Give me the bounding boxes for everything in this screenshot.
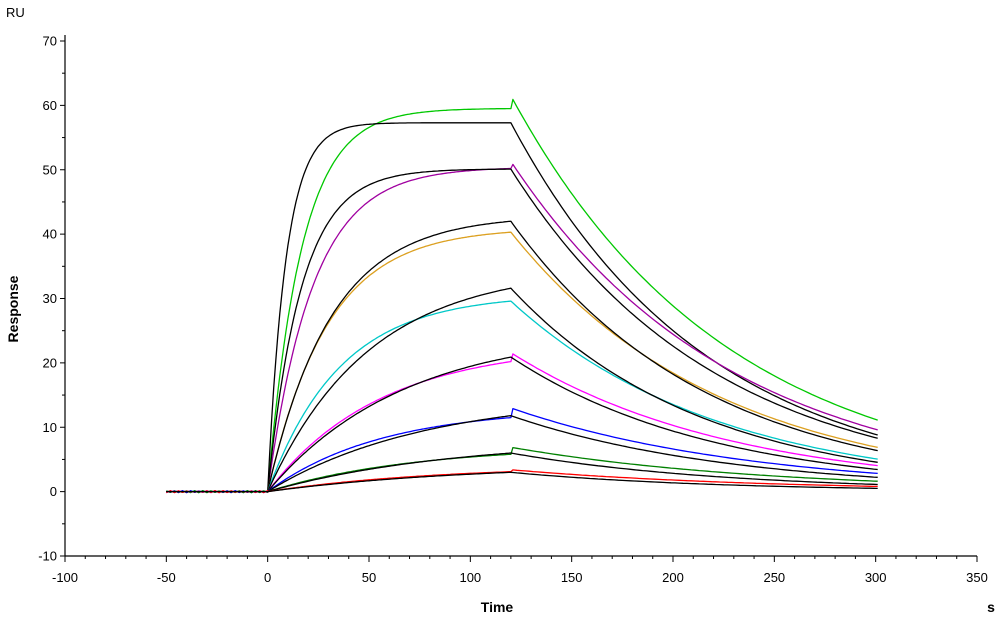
series-line-7 (166, 300, 878, 494)
y-tick-label: 60 (43, 98, 57, 113)
series-line-9 (166, 353, 878, 494)
x-axis-title: Time (481, 599, 514, 615)
y-tick-label: 50 (43, 162, 57, 177)
x-tick-label: 200 (662, 570, 684, 585)
series-line-12 (166, 415, 878, 493)
x-tick-label: 300 (865, 570, 887, 585)
y-tick-label: 70 (43, 34, 57, 49)
x-tick-label: 100 (459, 570, 481, 585)
y-tick-label: 10 (43, 420, 57, 435)
y-axis-title: Response (5, 275, 21, 342)
y-tick-label: -10 (38, 549, 57, 564)
y-unit-label: RU (6, 5, 25, 20)
x-tick-label: 0 (264, 570, 271, 585)
x-tick-label: -100 (52, 570, 78, 585)
series-line-1 (166, 98, 878, 494)
x-tick-label: 150 (561, 570, 583, 585)
series-line-10 (166, 356, 878, 493)
y-tick-label: 40 (43, 227, 57, 242)
series-group (166, 98, 878, 494)
x-tick-label: -50 (157, 570, 176, 585)
y-tick-label: 30 (43, 291, 57, 306)
x-tick-label: 250 (763, 570, 785, 585)
y-tick-label: 0 (50, 484, 57, 499)
x-tick-label: 350 (966, 570, 988, 585)
x-tick-label: 50 (362, 570, 376, 585)
series-line-16 (166, 471, 878, 493)
series-line-3 (166, 163, 878, 494)
series-line-6 (166, 220, 878, 493)
series-line-14 (166, 452, 878, 493)
y-tick-label: 20 (43, 355, 57, 370)
x-unit-label: s (987, 599, 995, 615)
series-line-4 (166, 168, 878, 493)
series-line-8 (166, 287, 878, 493)
